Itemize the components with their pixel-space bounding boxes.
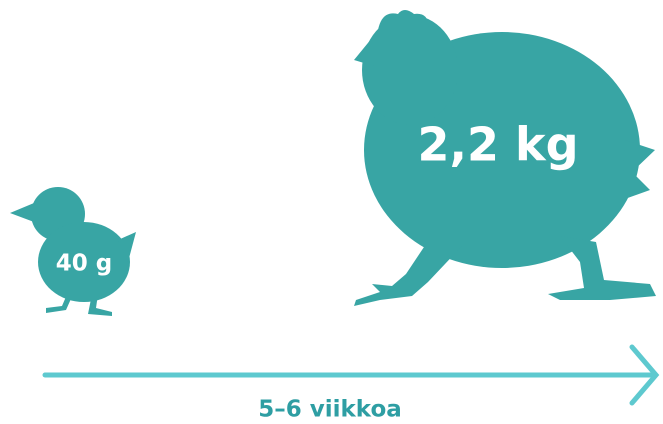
arrow-label: 5–6 viikkoa <box>258 397 402 423</box>
chicken-label: 2,2 kg <box>417 118 578 172</box>
arrow <box>42 344 660 406</box>
chick-silhouette <box>10 187 136 316</box>
chicken-silhouette <box>354 10 656 306</box>
chick-label: 40 g <box>56 251 112 277</box>
